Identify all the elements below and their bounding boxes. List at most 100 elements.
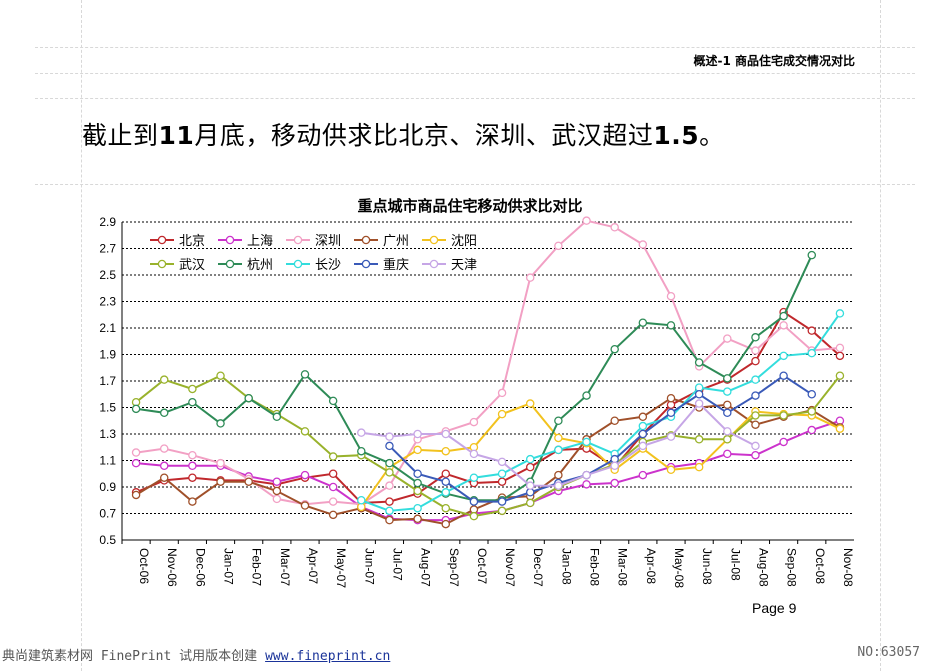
y-tick-label: 1.7: [99, 374, 116, 388]
data-point: [497, 457, 507, 467]
data-point: [328, 497, 338, 506]
data-point: [807, 326, 817, 335]
data-point: [385, 506, 394, 516]
series-line: [388, 374, 813, 503]
data-point: [835, 343, 845, 353]
data-point: [441, 503, 451, 513]
data-point: [300, 370, 310, 379]
data-point: [300, 501, 310, 510]
x-tick-label: Aug-07: [419, 548, 433, 587]
data-point: [638, 240, 648, 249]
y-tick-label: 1.1: [99, 454, 116, 468]
legend-item: 武汉: [150, 258, 205, 273]
data-point: [328, 396, 338, 406]
x-tick-label: Jan-08: [559, 548, 573, 585]
data-point: [779, 371, 788, 380]
headline-part3: 。: [699, 121, 725, 150]
legend-label: 武汉: [179, 258, 205, 273]
data-point: [385, 432, 394, 441]
data-point: [694, 399, 704, 408]
x-tick-label: Dec-06: [193, 548, 207, 587]
data-point: [610, 416, 619, 425]
x-tick-label: Feb-08: [588, 548, 602, 586]
data-point: [582, 391, 591, 400]
data-point: [188, 473, 197, 482]
data-point: [413, 478, 422, 488]
data-point: [779, 311, 788, 321]
series-8: [385, 371, 817, 506]
legend-label: 天津: [451, 258, 477, 273]
data-point: [497, 469, 507, 478]
data-point: [385, 515, 394, 525]
data-point: [807, 250, 817, 260]
page-headline: 截止到11月底，移动供求比北京、深圳、武汉超过1.5。: [82, 116, 725, 152]
data-point: [751, 346, 760, 355]
data-point: [300, 470, 310, 480]
data-point: [638, 421, 648, 431]
data-point: [357, 428, 366, 437]
legend-label: 沈阳: [451, 234, 477, 249]
x-tick-label: Feb-07: [250, 548, 264, 586]
legend-label: 广州: [383, 234, 409, 249]
y-tick-label: 2.3: [99, 295, 116, 309]
data-point: [497, 477, 507, 486]
y-tick-label: 1.5: [99, 401, 116, 415]
data-point: [328, 469, 338, 478]
data-point: [638, 412, 648, 422]
data-point: [216, 419, 225, 428]
data-point: [441, 469, 451, 478]
data-point: [582, 470, 591, 480]
data-point: [525, 462, 535, 472]
guide-line-left: [81, 0, 82, 671]
legend-item: 沈阳: [422, 234, 477, 249]
data-point: [638, 429, 648, 439]
data-point: [723, 400, 732, 410]
data-point: [723, 387, 732, 396]
data-point: [469, 449, 479, 459]
data-point: [441, 446, 451, 456]
data-point: [272, 486, 282, 496]
data-point: [216, 477, 225, 486]
data-point: [666, 432, 676, 441]
legend-swatch-marker: [157, 235, 167, 245]
data-point: [610, 223, 619, 232]
data-point: [328, 510, 338, 520]
legend-label: 长沙: [315, 258, 341, 273]
data-point: [413, 429, 422, 439]
guide-line-mid: [35, 98, 915, 99]
data-point: [554, 445, 563, 455]
data-point: [357, 446, 366, 456]
legend-item: 上海: [218, 234, 273, 249]
x-tick-label: Apr-08: [644, 548, 658, 584]
data-point: [131, 404, 141, 414]
data-point: [694, 358, 704, 367]
footer-link[interactable]: www.fineprint.cn: [265, 649, 391, 664]
data-point: [751, 333, 760, 342]
data-point: [497, 506, 507, 516]
series-3: [131, 393, 845, 529]
data-point: [469, 511, 479, 521]
supply-demand-ratio-chart: 重点城市商品住宅移动供求比对比 0.5 0.7 0.9 1.1 1.3 1.5 1.7 1.9…: [99, 197, 855, 588]
footer-text: 典尚建筑素材网 FinePrint 试用版本创建: [2, 649, 258, 664]
data-point: [807, 407, 817, 416]
data-point: [751, 450, 760, 460]
data-point: [441, 519, 451, 529]
legend-label: 上海: [247, 234, 273, 249]
x-tick-label: Oct-06: [137, 548, 151, 584]
data-point: [751, 375, 760, 384]
x-tick-label: Jul-07: [390, 548, 404, 581]
y-tick-label: 2.9: [99, 215, 116, 229]
headline-num1: 11: [158, 121, 195, 150]
data-point: [159, 461, 169, 471]
headline-part2: 月底，移动供求比北京、深圳、武汉超过: [194, 121, 654, 150]
data-point: [497, 497, 507, 506]
legend-item: 深圳: [286, 234, 341, 249]
y-tick-label: 2.1: [99, 321, 116, 335]
x-tick-label: Dec-07: [531, 548, 545, 587]
x-tick-label: Mar-07: [278, 548, 292, 586]
y-tick-label: 2.7: [99, 242, 116, 256]
data-point: [385, 497, 394, 506]
y-tick-label: 2.5: [99, 268, 116, 282]
data-point: [244, 477, 253, 486]
data-point: [554, 241, 563, 251]
